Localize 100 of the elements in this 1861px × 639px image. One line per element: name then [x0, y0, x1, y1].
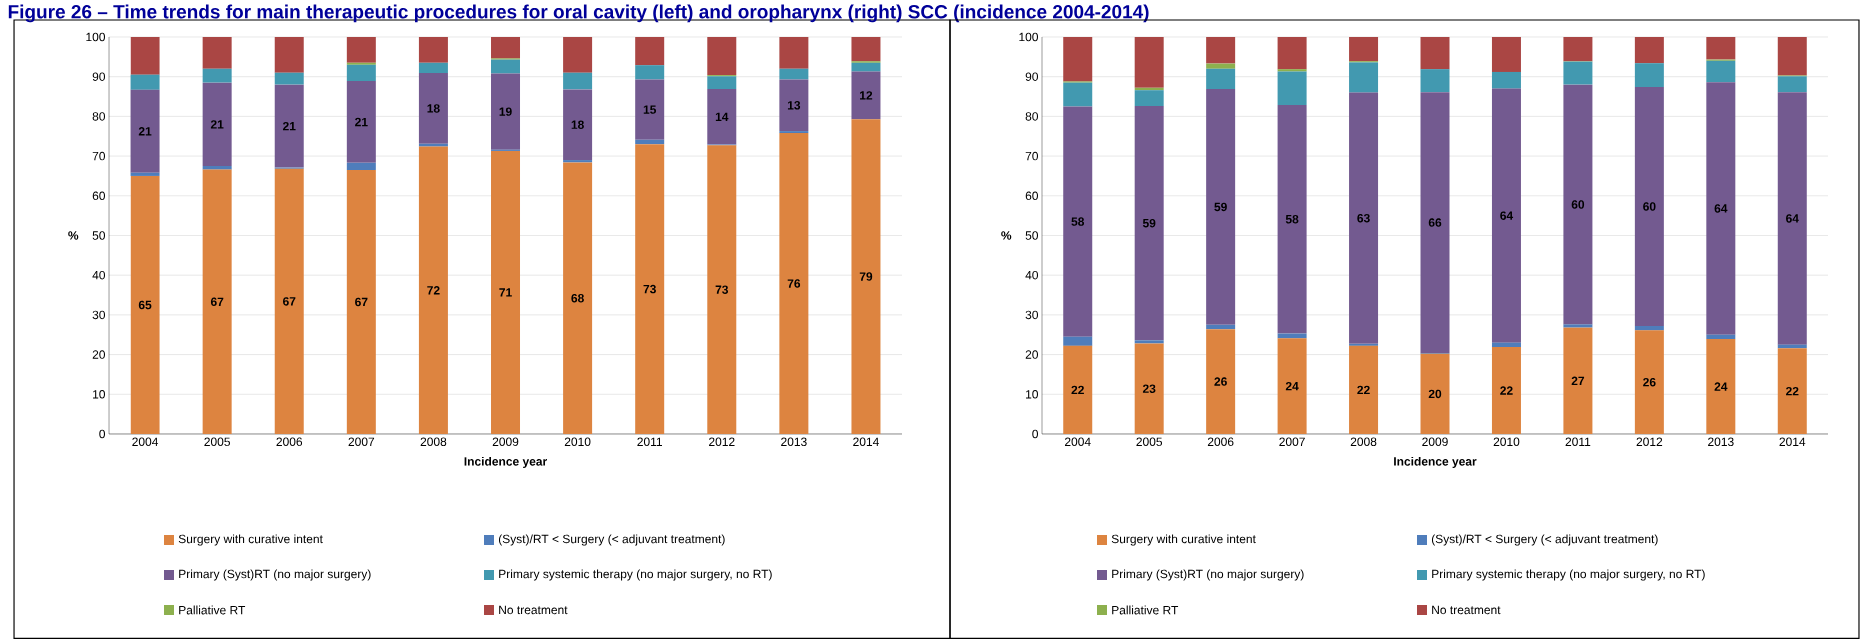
- data-label: 21: [355, 117, 368, 127]
- data-label: 73: [643, 284, 656, 294]
- data-label: 58: [1285, 214, 1299, 224]
- y-tick-label: 10: [93, 390, 106, 399]
- data-label: 21: [138, 127, 152, 136]
- x-tick-label: 2008: [420, 437, 447, 447]
- data-label: 66: [1428, 218, 1442, 227]
- legend-label: Surgery with curative intent: [1111, 534, 1256, 546]
- legend-label: Primary (Syst)RT (no major surgery): [1112, 569, 1304, 581]
- x-tick-label: 2013: [781, 437, 807, 447]
- data-label: 72: [427, 286, 440, 295]
- y-tick-label: 50: [92, 231, 106, 240]
- legend-label: (Syst)/RT < Surgery (< adjuvant treatment): [498, 534, 725, 546]
- data-label: 67: [355, 297, 368, 307]
- x-axis-title: Incidence year: [1394, 456, 1477, 469]
- data-label: 24: [1714, 382, 1728, 391]
- data-label: 22: [1500, 386, 1513, 395]
- x-tick-label: 2011: [637, 437, 662, 447]
- y-tick-label: 0: [99, 429, 106, 439]
- y-tick-label: 30: [92, 310, 106, 320]
- data-label: 18: [427, 104, 440, 113]
- data-label: 13: [787, 101, 801, 110]
- data-label: 22: [1071, 385, 1084, 395]
- data-label: 64: [1500, 211, 1514, 220]
- data-label: 59: [1142, 218, 1156, 228]
- data-label: 63: [1357, 213, 1370, 223]
- x-tick-label: 2014: [853, 437, 879, 447]
- data-label: 21: [210, 120, 224, 129]
- legend-label: Surgery with curative intent: [178, 534, 323, 546]
- data-label: 71: [499, 288, 512, 297]
- data-label: 22: [1786, 386, 1799, 396]
- x-tick-label: 2007: [1279, 437, 1305, 447]
- legend-label: (Syst)/RT < Surgery (< adjuvant treatment): [1431, 534, 1658, 546]
- y-tick-label: 40: [1025, 270, 1039, 280]
- legend-label: Palliative RT: [179, 605, 246, 615]
- x-tick-label: 2008: [1350, 437, 1377, 447]
- legend-label: No treatment: [499, 605, 568, 615]
- data-label: 67: [210, 297, 224, 307]
- x-tick-label: 2009: [1422, 437, 1448, 447]
- y-tick-label: 70: [92, 151, 106, 161]
- y-tick-label: 70: [1025, 151, 1039, 161]
- y-tick-label: 100: [1019, 32, 1039, 42]
- x-tick-label: 2004: [132, 437, 159, 447]
- data-label: 73: [715, 285, 729, 294]
- data-label: 68: [571, 293, 584, 303]
- x-tick-label: 2011: [1565, 437, 1591, 447]
- x-axis-title: Incidence year: [464, 456, 547, 469]
- data-label: 64: [1786, 214, 1799, 223]
- data-label: 26: [1214, 377, 1227, 386]
- legend-label: Primary (Syst)RT (no major surgery): [179, 569, 371, 581]
- y-tick-label: 30: [1025, 310, 1039, 320]
- data-label: 65: [138, 300, 152, 310]
- data-label: 60: [1643, 202, 1656, 211]
- x-tick-label: 2012: [1636, 437, 1663, 447]
- x-tick-label: 2009: [492, 437, 519, 447]
- y-tick-label: 0: [1032, 429, 1039, 439]
- y-tick-label: 40: [92, 270, 106, 280]
- legend-label: No treatment: [1432, 605, 1501, 615]
- y-tick-label: 80: [1025, 112, 1039, 121]
- x-tick-label: 2012: [709, 437, 735, 447]
- data-label: 60: [1571, 200, 1585, 209]
- x-tick-label: 2007: [348, 437, 375, 447]
- y-tick-label: 90: [1025, 72, 1039, 81]
- data-label: 12: [860, 91, 873, 100]
- data-label: 58: [1071, 217, 1085, 226]
- x-tick-label: 2006: [276, 437, 303, 447]
- y-axis-title: %: [68, 231, 79, 240]
- data-label: 24: [1285, 381, 1299, 391]
- legend-label: Primary systemic therapy (no major surgery, no RT): [499, 569, 772, 581]
- data-label: 20: [1428, 389, 1442, 399]
- chart-title: Figure 26 – Time trends for main therapeutic procedures for oral cavity (left) and oropharynx (right) SCC (incidence 2004-2014): [8, 4, 1149, 23]
- x-tick-label: 2013: [1708, 437, 1734, 447]
- data-label: 14: [715, 112, 729, 121]
- data-label: 26: [1643, 377, 1656, 387]
- data-label: 22: [1357, 385, 1370, 395]
- data-label: 18: [571, 120, 584, 129]
- data-label: 76: [787, 279, 801, 288]
- y-tick-label: 90: [92, 72, 106, 81]
- x-tick-label: 2010: [564, 437, 591, 447]
- data-label: 67: [283, 297, 296, 306]
- x-tick-label: 2006: [1207, 437, 1234, 447]
- y-tick-label: 100: [86, 32, 106, 42]
- y-tick-label: 60: [92, 191, 106, 201]
- y-tick-label: 80: [92, 112, 106, 121]
- y-axis-title: %: [1001, 231, 1012, 240]
- legend-label: Palliative RT: [1112, 605, 1179, 615]
- x-tick-label: 2010: [1493, 437, 1520, 447]
- legend-label: Primary systemic therapy (no major surgery, no RT): [1432, 569, 1705, 581]
- data-label: 64: [1714, 204, 1728, 213]
- data-label: 23: [1142, 384, 1156, 393]
- y-tick-label: 60: [1025, 191, 1039, 201]
- data-label: 15: [643, 105, 657, 114]
- x-tick-label: 2014: [1779, 437, 1806, 447]
- y-tick-label: 50: [1025, 231, 1039, 240]
- x-tick-label: 2004: [1064, 437, 1091, 447]
- y-tick-label: 20: [1025, 350, 1039, 359]
- x-tick-label: 2005: [204, 437, 230, 447]
- data-label: 79: [859, 272, 873, 281]
- y-tick-label: 10: [1026, 390, 1039, 399]
- x-tick-label: 2005: [1136, 437, 1163, 447]
